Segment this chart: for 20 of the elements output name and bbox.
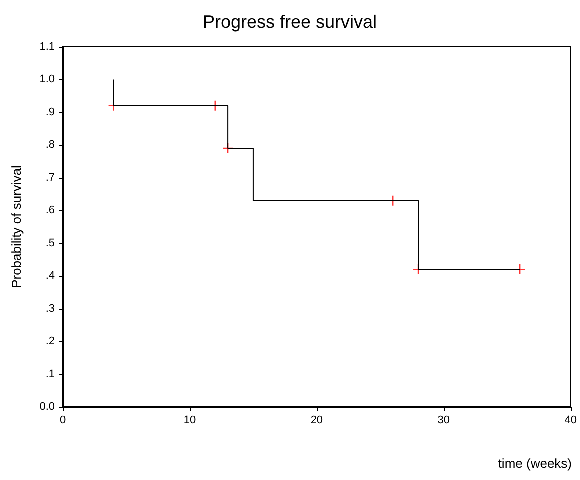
y-tick-label: .5 — [46, 237, 55, 250]
x-axis-title: time (weeks) — [498, 456, 572, 471]
y-tick-label: .6 — [46, 204, 55, 217]
y-tick-label: .4 — [46, 270, 55, 282]
chart-title: Progress free survival — [202, 12, 378, 32]
y-tick-label: 1.0 — [40, 74, 55, 86]
y-tick-label: .2 — [46, 336, 55, 348]
y-tick-label: .7 — [46, 172, 55, 184]
x-tick-label: 10 — [184, 414, 196, 426]
y-tick-label: .9 — [46, 106, 55, 118]
y-tick-label: 0.0 — [40, 401, 55, 413]
x-tick-label: 20 — [310, 414, 324, 426]
y-tick-label: .3 — [46, 302, 55, 315]
y-axis-title: Probability of survival — [9, 165, 24, 288]
y-tick-label: .8 — [46, 139, 55, 152]
y-tick-label: 1.1 — [40, 41, 55, 53]
x-tick-label: 30 — [438, 414, 450, 426]
y-tick-label: .1 — [46, 368, 55, 380]
x-tick-label: 40 — [564, 414, 578, 426]
x-tick-label: 0 — [60, 414, 66, 426]
